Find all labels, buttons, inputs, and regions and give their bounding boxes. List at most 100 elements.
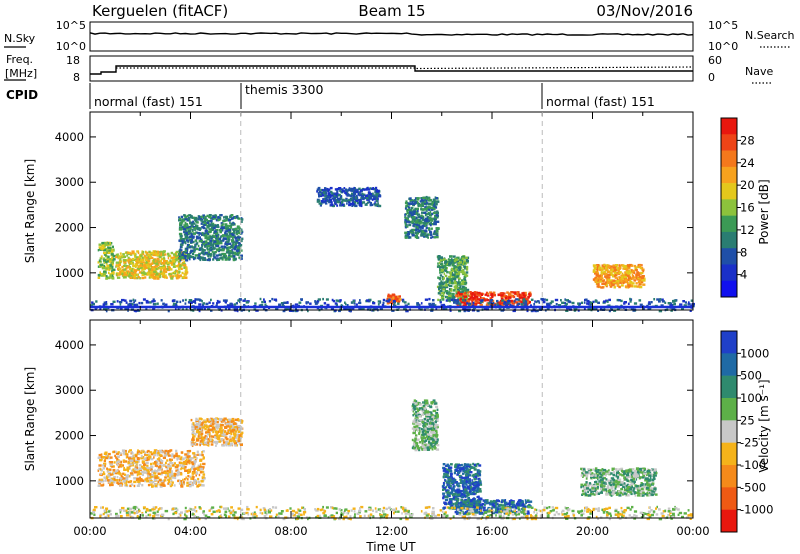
echo-cell (190, 249, 194, 252)
echo-cell (105, 454, 109, 457)
echo-cell (338, 187, 342, 190)
echo-cell (237, 299, 240, 302)
echo-cell (437, 257, 441, 261)
echo-cell (451, 292, 455, 296)
echo-cell (431, 222, 434, 226)
echo-cell (206, 244, 210, 248)
echo-cell (418, 226, 421, 229)
echo-cell (226, 424, 229, 428)
echo-cell (424, 217, 428, 220)
echo-cell (449, 271, 453, 274)
echo-cell (475, 299, 478, 302)
echo-cell (127, 303, 131, 306)
echo-cell (211, 239, 214, 242)
echo-cell (404, 213, 406, 216)
echo-cell (448, 292, 451, 295)
echo-cell (98, 259, 101, 262)
echo-cell (238, 244, 243, 247)
echo-cell (375, 307, 379, 311)
echo-cell (123, 473, 127, 476)
echo-cell (412, 218, 416, 221)
echo-cell (159, 485, 163, 488)
echo-cell (229, 249, 232, 253)
echo-cell (188, 456, 192, 460)
echo-cell (109, 483, 112, 487)
echo-cell (461, 269, 465, 272)
echo-cell (208, 228, 211, 231)
echo-cell (477, 291, 481, 295)
echo-cell (185, 458, 188, 461)
echo-cell (377, 204, 382, 208)
echo-cell (418, 219, 421, 222)
echo-cell (194, 298, 197, 301)
echo-cell (112, 254, 116, 258)
echo-cell (345, 193, 347, 196)
echo-cell (172, 302, 176, 306)
echo-cell (145, 458, 149, 462)
echo-cell (335, 193, 339, 197)
echo-cell (99, 257, 103, 260)
echo-cell (161, 471, 165, 474)
echo-cell (631, 269, 633, 272)
echo-cell (145, 453, 149, 457)
echo-cell (108, 471, 112, 474)
echo-cell (631, 271, 635, 274)
echo-cell (633, 264, 637, 268)
echo-cell (603, 270, 606, 273)
echo-cell (353, 195, 356, 199)
echo-cell (281, 303, 284, 306)
echo-cell (237, 241, 241, 245)
echo-cell (346, 308, 350, 311)
echo-cell (170, 462, 174, 465)
echo-cell (167, 450, 171, 453)
echo-cell (111, 269, 113, 273)
echo-cell (191, 428, 195, 432)
echo-cell (429, 210, 432, 214)
echo-cell (324, 194, 327, 198)
echo-cell (177, 470, 179, 473)
echo-cell (522, 300, 525, 303)
echo-cell (232, 424, 235, 428)
echo-cell (435, 220, 440, 223)
echo-cell (170, 479, 173, 483)
echo-cell (624, 267, 627, 270)
echo-cell (183, 226, 186, 229)
echo-cell (104, 247, 108, 251)
echo-cell (118, 261, 121, 264)
echo-cell (404, 221, 408, 224)
echo-cell (220, 214, 223, 217)
echo-cell (647, 307, 651, 310)
nsky-trace (89, 32, 694, 36)
echo-cell (150, 276, 153, 279)
echo-cell (373, 196, 377, 199)
echo-cell (214, 418, 217, 421)
echo-cell (150, 270, 152, 273)
echo-cell (619, 277, 621, 280)
echo-cell (481, 293, 483, 296)
echo-cell (442, 258, 446, 261)
echo-cell (100, 255, 103, 258)
echo-cell (427, 236, 429, 239)
echo-cell (366, 299, 370, 302)
echo-cell (650, 301, 653, 304)
echo-cell (609, 279, 613, 282)
echo-cell (196, 457, 198, 460)
echo-cell (233, 230, 236, 233)
echo-cell (128, 463, 131, 467)
echo-cell (151, 252, 155, 255)
echo-cell (164, 274, 167, 277)
echo-cell (200, 480, 204, 483)
echo-cell (194, 256, 197, 260)
echo-cell (627, 284, 631, 287)
echo-cell (123, 460, 128, 463)
echo-cell (425, 235, 428, 238)
echo-cell (201, 239, 203, 243)
echo-cell (391, 309, 395, 312)
echo-cell (191, 256, 195, 259)
echo-cell (199, 440, 202, 443)
echo-cell (148, 255, 152, 258)
echo-cell (522, 298, 526, 301)
echo-cell (228, 420, 231, 423)
echo-cell (171, 262, 175, 265)
echo-cell (379, 301, 382, 304)
